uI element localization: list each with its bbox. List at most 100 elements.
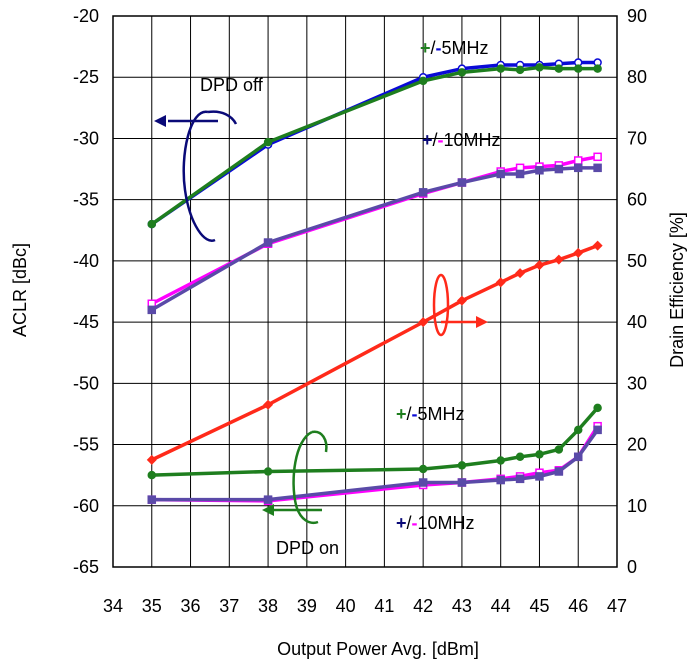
legend-5mhz-off-minus: - bbox=[436, 38, 442, 58]
x-tick-label: 44 bbox=[491, 596, 511, 616]
dpd-on-loop-top bbox=[311, 430, 328, 453]
y2-tick-label: 40 bbox=[627, 312, 647, 332]
data-point bbox=[573, 247, 584, 258]
tick-layer: 34 35 36 37 38 39 40 41 42 43 44 45 46 47-20-25-30-35… bbox=[73, 6, 647, 616]
y-axis-title: ACLR [dBc] bbox=[10, 243, 30, 337]
data-point bbox=[147, 495, 157, 504]
data-point bbox=[457, 68, 467, 77]
legend-10mhz-off-minus: - bbox=[438, 130, 444, 150]
legend-10mhz-on-slash: / bbox=[407, 513, 412, 533]
arrow-layer bbox=[154, 110, 488, 524]
series-7 bbox=[147, 425, 602, 504]
legend-10mhz-on-text: 10MHz bbox=[418, 513, 475, 533]
data-point bbox=[593, 64, 602, 73]
dpd-off-arrow-head bbox=[154, 115, 166, 127]
data-point bbox=[263, 495, 273, 504]
x-tick-label: 42 bbox=[413, 596, 433, 616]
series-layer bbox=[146, 58, 603, 506]
series-line bbox=[151, 425, 600, 503]
series-1 bbox=[147, 63, 602, 229]
data-point bbox=[495, 277, 506, 288]
efficiency-loop bbox=[432, 273, 450, 337]
y-tick-label: -55 bbox=[73, 435, 99, 455]
data-point bbox=[573, 452, 583, 462]
legend-10mhz-off-text: 10MHz bbox=[444, 130, 501, 150]
x-tick-label: 34 bbox=[103, 596, 123, 616]
legend-5mhz-off-slash: / bbox=[431, 38, 436, 58]
x-tick-label: 39 bbox=[297, 596, 317, 616]
x-tick-label: 47 bbox=[607, 596, 627, 616]
dpd-on-arrow-head bbox=[262, 504, 274, 516]
y2-tick-label: 30 bbox=[627, 373, 647, 393]
legend-10mhz-on-plus: + bbox=[396, 513, 407, 533]
efficiency-arrow-head bbox=[476, 316, 488, 328]
data-point bbox=[496, 169, 505, 179]
legend-10mhz-off: +/-10MHz bbox=[422, 130, 501, 150]
y-tick-label: -45 bbox=[73, 312, 99, 332]
series-line bbox=[150, 166, 598, 312]
series-3 bbox=[147, 163, 602, 315]
x-tick-label: 37 bbox=[219, 596, 239, 616]
data-point bbox=[418, 464, 428, 474]
data-point bbox=[515, 169, 525, 179]
data-point bbox=[554, 445, 564, 454]
data-point bbox=[535, 472, 544, 481]
data-point bbox=[573, 64, 583, 73]
data-point bbox=[263, 137, 273, 147]
legend-5mhz-on-slash: / bbox=[407, 404, 412, 424]
data-point bbox=[553, 254, 564, 265]
data-point bbox=[418, 317, 429, 328]
data-point bbox=[457, 178, 467, 187]
data-point bbox=[147, 219, 157, 229]
data-point bbox=[496, 475, 505, 485]
legend-5mhz-on-plus: + bbox=[396, 404, 407, 424]
legend-5mhz-on-minus: - bbox=[412, 404, 418, 424]
series-line bbox=[151, 243, 599, 462]
series-line bbox=[151, 428, 600, 502]
y-tick-label: -40 bbox=[73, 251, 99, 271]
x-tick-label: 43 bbox=[452, 596, 472, 616]
data-point bbox=[263, 238, 273, 247]
x-tick-label: 36 bbox=[181, 596, 201, 616]
data-point bbox=[593, 163, 602, 173]
data-point bbox=[457, 461, 467, 470]
y2-tick-label: 20 bbox=[627, 435, 647, 455]
x-tick-label: 40 bbox=[336, 596, 356, 616]
series-2 bbox=[147, 152, 602, 308]
data-point bbox=[263, 467, 273, 476]
series-4 bbox=[146, 240, 603, 465]
x-tick-label: 35 bbox=[142, 596, 162, 616]
data-point bbox=[573, 163, 583, 173]
legend-5mhz-off: +/-5MHz bbox=[420, 38, 489, 58]
legend-10mhz-on: +/-10MHz bbox=[396, 513, 475, 533]
data-point bbox=[554, 467, 564, 476]
y-tick-label: -30 bbox=[73, 128, 99, 148]
data-point bbox=[515, 268, 526, 279]
x-tick-label: 38 bbox=[258, 596, 278, 616]
data-point bbox=[418, 478, 428, 487]
dpd-off-loop-top bbox=[207, 110, 238, 125]
dpd-off-loop bbox=[182, 110, 216, 242]
data-point bbox=[418, 188, 428, 197]
legend-5mhz-on: +/-5MHz bbox=[396, 404, 465, 424]
y-tick-label: -25 bbox=[73, 67, 99, 87]
data-point bbox=[535, 63, 544, 72]
x-tick-label: 41 bbox=[374, 596, 394, 616]
data-point bbox=[147, 470, 157, 480]
data-point bbox=[592, 240, 603, 251]
legend-10mhz-off-plus: + bbox=[422, 130, 433, 150]
grid-layer bbox=[113, 16, 617, 567]
data-point bbox=[593, 425, 602, 435]
legend-10mhz-on-minus: - bbox=[412, 513, 418, 533]
y-tick-label: -35 bbox=[73, 190, 99, 210]
y2-tick-label: 80 bbox=[627, 67, 647, 87]
y2-tick-label: 70 bbox=[627, 128, 647, 148]
data-point bbox=[535, 450, 544, 459]
y-tick-label: -20 bbox=[73, 6, 99, 26]
dpd-off-label: DPD off bbox=[200, 75, 264, 95]
legend-5mhz-off-plus: + bbox=[420, 38, 431, 58]
data-point bbox=[593, 152, 602, 162]
data-point bbox=[515, 474, 525, 484]
y-tick-label: -50 bbox=[73, 373, 99, 393]
